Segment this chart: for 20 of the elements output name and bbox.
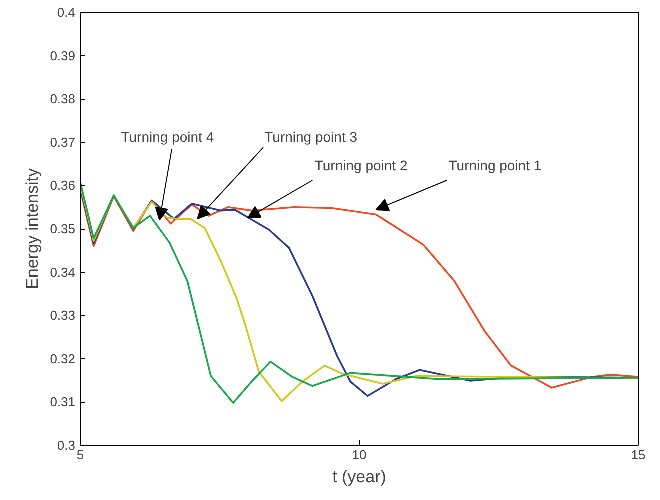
y-axis-title: Energy intensity [23,168,42,290]
annotation: Turning point 1 [448,157,542,174]
annotation: Turning point 3 [264,129,358,146]
x-tick-label: 15 [631,448,646,462]
y-tick-label: 0.39 [50,48,76,64]
x-axis-title: t (year) [332,468,386,486]
y-tick-label: 0.35 [50,222,76,236]
y-tick-label: 0.33 [50,308,76,324]
y-tick-label: 0.3 [57,438,76,453]
annotation: Turning point 4 [121,129,214,146]
y-tick-label: 0.34 [50,264,76,280]
annotation: Turning point 2 [314,157,408,174]
y-tick-label: 0.37 [50,134,76,150]
y-tick-label: 0.4 [57,5,76,20]
x-tick-label: 10 [352,448,367,462]
x-tick-label: 5 [76,448,84,462]
y-tick-label: 0.31 [50,394,76,410]
y-tick-label: 0.36 [50,178,76,194]
y-tick-label: 0.38 [50,92,76,107]
y-tick-label: 0.32 [50,351,76,366]
